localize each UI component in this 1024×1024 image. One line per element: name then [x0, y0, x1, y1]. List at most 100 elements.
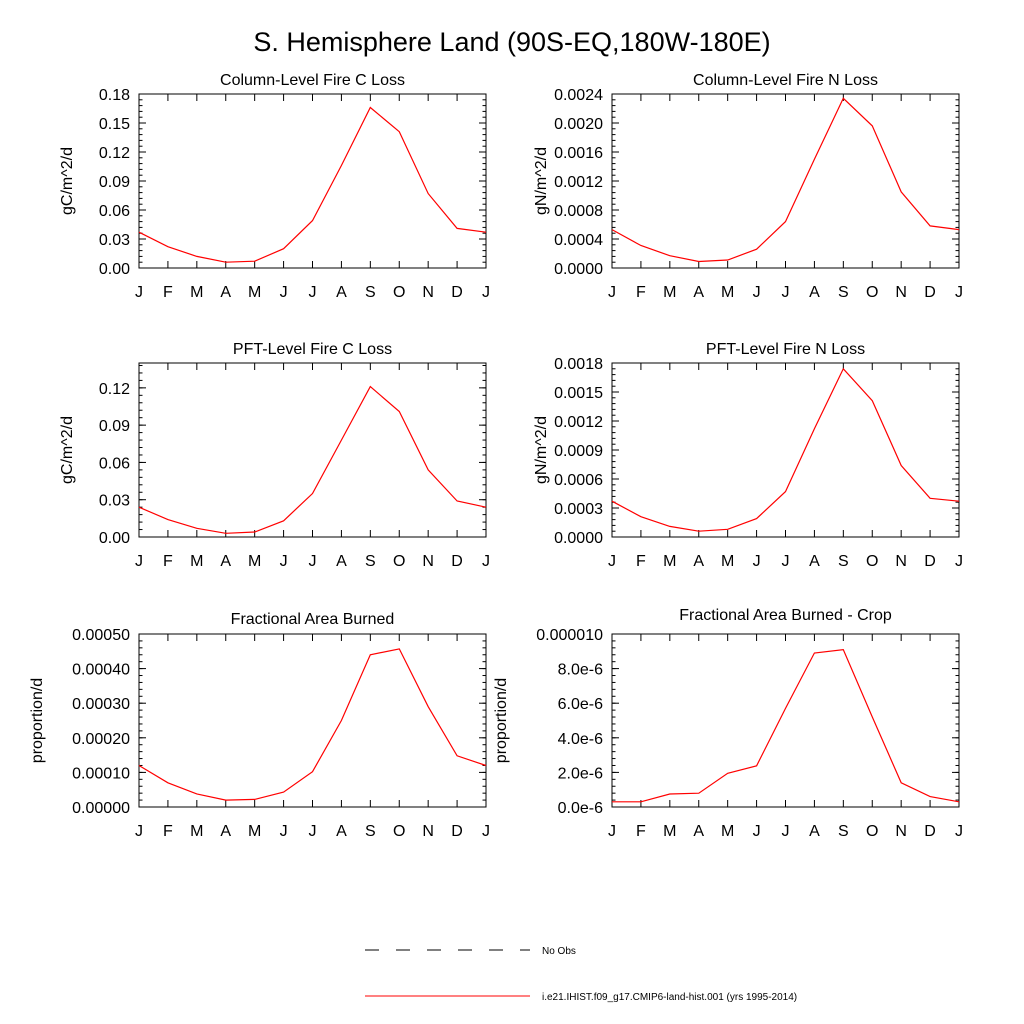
x-tick-label: O [393, 823, 405, 840]
x-tick-label: S [365, 284, 376, 301]
x-tick-label: A [336, 284, 347, 301]
x-tick-label: S [838, 553, 849, 570]
x-tick-label: J [753, 284, 761, 301]
x-tick-label: J [753, 823, 761, 840]
y-tick-label: 0.0004 [554, 232, 603, 249]
y-tick-label: 0.00000 [72, 800, 130, 817]
x-tick-label: A [693, 284, 704, 301]
y-tick-label: 4.0e-6 [558, 731, 603, 748]
x-tick-label: M [663, 823, 676, 840]
x-tick-label: J [782, 823, 790, 840]
x-tick-label: J [753, 553, 761, 570]
y-tick-label: 0.18 [99, 87, 130, 104]
y-tick-label: 0.09 [99, 174, 130, 191]
plot-frame [138, 93, 487, 269]
y-tick-label: 8.0e-6 [558, 662, 603, 679]
x-tick-label: A [693, 553, 704, 570]
legend-item-1: No Obs [365, 946, 576, 957]
x-tick-label: A [220, 823, 231, 840]
y-tick-label: 0.0e-6 [558, 800, 603, 817]
y-tick-label: 0.03 [99, 232, 130, 249]
y-axis-label: gN/m^2/d [533, 416, 550, 484]
panel-title: Fractional Area Burned - Crop [679, 607, 892, 624]
y-tick-label: 0.09 [99, 418, 130, 435]
legend: No Obs i.e21.IHIST.f09_g17.CMIP6-land-his… [365, 946, 797, 1003]
panel-1: J F M A M J J A S O N D J0.000.030.060.090.120.150.1… [59, 72, 490, 301]
x-tick-label: F [163, 823, 173, 840]
x-tick-label: M [248, 553, 261, 570]
x-tick-label: J [608, 823, 616, 840]
y-tick-label: 0.0008 [554, 203, 603, 220]
x-tick-label: M [190, 284, 203, 301]
x-tick-label: M [721, 823, 734, 840]
legend-item-2: i.e21.IHIST.f09_g17.CMIP6-land-hist.001 … [365, 992, 797, 1003]
x-tick-label: F [163, 553, 173, 570]
y-tick-label: 0.0012 [554, 414, 603, 431]
x-tick-label: N [422, 823, 434, 840]
x-tick-label: M [248, 284, 261, 301]
y-tick-label: 0.06 [99, 455, 130, 472]
x-tick-label: N [895, 284, 907, 301]
y-tick-label: 0.00 [99, 530, 130, 547]
y-tick-label: 0.15 [99, 116, 130, 133]
x-tick-label: A [336, 823, 347, 840]
panel-2: J F M A M J J A S O N D J0.00000.00040.00080.00120.0… [533, 72, 963, 301]
y-tick-label: 0.12 [99, 381, 130, 398]
y-axis-label: gC/m^2/d [59, 147, 76, 215]
y-tick-label: 0.0006 [554, 472, 603, 489]
panel-title: PFT-Level Fire C Loss [233, 341, 392, 358]
y-tick-label: 0.06 [99, 203, 130, 220]
x-tick-label: J [280, 553, 288, 570]
y-tick-label: 0.12 [99, 145, 130, 162]
x-tick-label: N [422, 284, 434, 301]
y-axis-label: gN/m^2/d [533, 147, 550, 215]
y-tick-label: 0.00050 [72, 627, 130, 644]
y-tick-label: 0.0015 [554, 385, 603, 402]
x-tick-label: D [451, 823, 463, 840]
x-tick-label: A [220, 284, 231, 301]
plot-frame [138, 633, 487, 808]
x-tick-label: O [393, 284, 405, 301]
x-tick-label: J [135, 553, 143, 570]
y-tick-label: 0.00020 [72, 731, 130, 748]
x-tick-label: N [895, 823, 907, 840]
y-axis-label: proportion/d [493, 678, 510, 763]
x-tick-label: D [924, 553, 936, 570]
y-axis-label: proportion/d [29, 678, 46, 763]
x-tick-label: J [482, 553, 490, 570]
x-tick-label: O [393, 553, 405, 570]
x-tick-label: J [280, 284, 288, 301]
y-tick-label: 0.000010 [536, 627, 603, 644]
x-tick-label: J [135, 284, 143, 301]
y-axis-label: gC/m^2/d [59, 416, 76, 484]
x-tick-label: D [451, 284, 463, 301]
y-tick-label: 0.0020 [554, 116, 603, 133]
x-tick-label: J [608, 553, 616, 570]
series-line [611, 97, 960, 263]
x-tick-label: J [482, 823, 490, 840]
x-tick-label: J [955, 284, 963, 301]
x-tick-label: J [135, 823, 143, 840]
x-tick-label: M [190, 823, 203, 840]
x-tick-label: F [636, 823, 646, 840]
y-tick-label: 0.00040 [72, 662, 130, 679]
series-line [138, 106, 487, 263]
x-tick-label: N [895, 553, 907, 570]
y-tick-label: 0.0000 [554, 530, 603, 547]
x-tick-label: A [809, 284, 820, 301]
x-tick-label: M [190, 553, 203, 570]
y-tick-label: 0.0003 [554, 501, 603, 518]
x-tick-label: O [866, 553, 878, 570]
x-tick-label: A [693, 823, 704, 840]
x-tick-label: J [280, 823, 288, 840]
x-tick-label: J [608, 284, 616, 301]
y-tick-label: 0.00030 [72, 696, 130, 713]
x-tick-label: J [309, 553, 317, 570]
plot-frame [611, 93, 960, 269]
x-tick-label: J [782, 553, 790, 570]
y-tick-label: 0.0000 [554, 261, 603, 278]
x-tick-label: S [838, 823, 849, 840]
x-tick-label: J [955, 553, 963, 570]
x-tick-label: S [838, 284, 849, 301]
